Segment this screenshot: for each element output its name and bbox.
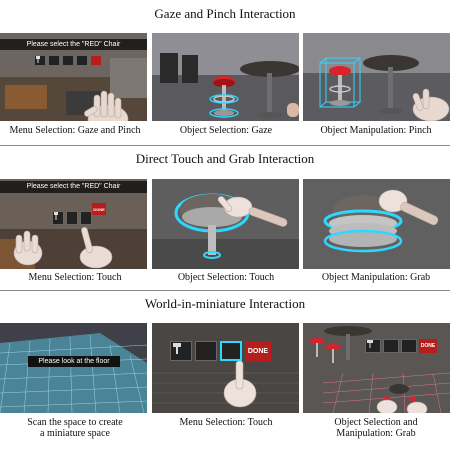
table-icon — [324, 326, 372, 360]
panel-object-selection-gaze — [152, 33, 299, 121]
instruction-banner: Please select the "RED" Chair — [0, 181, 147, 193]
section-title-direct-touch-grab: Direct Touch and Grab Interaction — [135, 151, 315, 166]
caption-line-2: Manipulation: Grab — [336, 428, 416, 439]
hand-icon — [217, 196, 288, 227]
panel-wim-object-selection-grab: DONE — [303, 323, 450, 413]
menu-chair-option-2[interactable] — [367, 339, 399, 353]
done-button[interactable] — [90, 55, 102, 66]
chair-menu — [52, 211, 92, 225]
hand-icon — [79, 227, 113, 269]
caption-line-2: a miniature space — [40, 428, 110, 439]
table-icon — [240, 61, 299, 118]
hand-icon — [223, 360, 257, 408]
miniature-scene — [303, 323, 450, 413]
menu-chair-option-3[interactable] — [173, 341, 242, 361]
miniature-floor-grid — [322, 372, 450, 413]
caption-line-1: Object Selection and — [334, 417, 418, 428]
hand-icon — [287, 103, 299, 117]
red-stool-icon — [329, 66, 351, 106]
panel-object-selection-touch — [152, 179, 299, 269]
section-divider — [0, 290, 450, 291]
panel-object-manipulation-grab — [303, 179, 450, 269]
done-button[interactable]: DONE — [419, 339, 437, 353]
section-title-world-in-miniature: World-in-miniature Interaction — [144, 296, 306, 311]
caption-object-manipulation-grab: Object Manipulation: Grab — [321, 272, 431, 283]
floor-scan-mesh — [0, 323, 147, 413]
stool-closeup-scene — [152, 179, 299, 269]
hand-icon — [378, 189, 439, 226]
instruction-banner: Please look at the floor — [28, 356, 120, 367]
caption-object-selection-gaze: Object Selection: Gaze — [179, 125, 273, 136]
menu-chair-option-3[interactable] — [367, 339, 417, 353]
chair-icon — [173, 343, 181, 354]
hand-icon — [376, 399, 428, 413]
caption-object-manipulation-pinch: Object Manipulation: Pinch — [320, 125, 432, 136]
room-scene — [152, 33, 299, 121]
caption-wim-object-selection-grab: Object Selection and Manipulation: Grab — [302, 417, 450, 439]
menu-chair-option-4[interactable] — [36, 55, 88, 66]
selection-highlight — [209, 94, 239, 104]
chair-icon — [367, 340, 373, 348]
stool-closeup-scene — [303, 179, 450, 269]
section-title-gaze-pinch: Gaze and Pinch Interaction — [154, 6, 296, 21]
panel-scan-space: Please look at the floor — [0, 323, 147, 413]
hand-icon — [84, 90, 129, 121]
room-scene — [303, 33, 450, 121]
mini-table-icon — [389, 384, 409, 394]
hand-icon — [13, 230, 43, 266]
panel-wim-menu-selection-touch: DONE — [152, 323, 299, 413]
stool-seat-icon — [323, 195, 403, 253]
chair-menu: DONE — [365, 339, 437, 353]
caption-menu-selection-touch: Menu Selection: Touch — [28, 272, 122, 283]
caption-object-selection-touch: Object Selection: Touch — [177, 272, 275, 283]
chair-icon — [54, 212, 58, 220]
chair-menu — [34, 55, 102, 66]
caption-scan-space: Scan the space to create a miniature spa… — [0, 417, 150, 439]
red-stool-icon — [309, 338, 341, 363]
panel-menu-selection-gaze-pinch: Please select the "RED" Chair — [0, 33, 147, 121]
caption-menu-selection-gaze-pinch: Menu Selection: Gaze and Pinch — [9, 125, 141, 136]
instruction-banner: Please select the "RED" Chair — [0, 39, 147, 50]
done-button[interactable]: DONE — [92, 203, 106, 215]
chair-icon — [36, 56, 40, 63]
menu-chair-option-2[interactable] — [54, 211, 78, 225]
done-button[interactable]: DONE — [245, 341, 271, 361]
panel-menu-selection-touch: Please select the "RED" Chair DONE — [0, 179, 147, 269]
caption-wim-menu-selection-touch: Menu Selection: Touch — [179, 417, 273, 428]
chair-menu: DONE — [170, 341, 271, 361]
hand-icon — [412, 88, 450, 121]
table-icon — [363, 55, 419, 114]
menu-chair-option-2[interactable] — [36, 55, 60, 66]
section-divider — [0, 145, 450, 146]
panel-object-manipulation-pinch — [303, 33, 450, 121]
red-stool-icon — [213, 76, 235, 116]
menu-chair-option-3[interactable] — [36, 55, 74, 66]
caption-line-1: Scan the space to create — [27, 417, 123, 428]
menu-chair-option-3[interactable] — [54, 211, 92, 225]
floor-scene — [152, 323, 299, 413]
menu-chair-option-2[interactable] — [173, 341, 217, 361]
